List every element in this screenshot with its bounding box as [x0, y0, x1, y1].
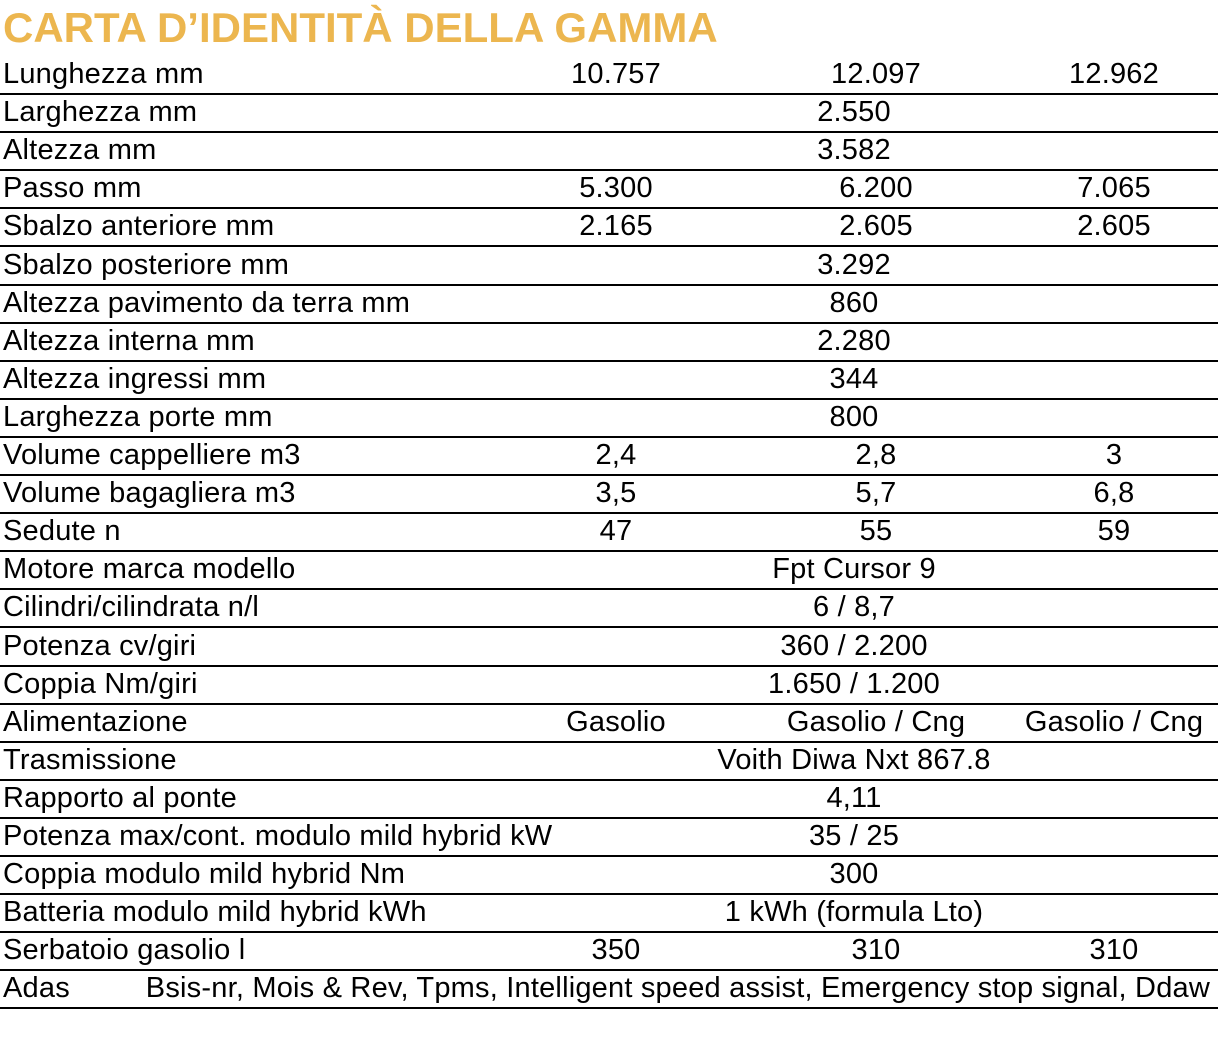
row-value-spanning: 3.292: [817, 248, 891, 281]
row-label: Serbatoio gasolio l: [3, 934, 246, 967]
row-value: Gasolio: [566, 705, 666, 738]
row-label: Rapporto al ponte: [3, 781, 237, 814]
row-value-wide: Bsis-nr, Mois & Rev, Tpms, Intelligent s…: [145, 972, 1210, 1005]
table-row: Altezza interna mm 2.280: [0, 324, 1218, 362]
row-value: 310: [1089, 934, 1139, 967]
row-value: 2.165: [579, 210, 653, 243]
table-row: Trasmissione Voith Diwa Nxt 867.8: [0, 743, 1218, 781]
table-row: Potenza cv/giri 360 / 2.200: [0, 628, 1218, 667]
table-row: Cilindri/cilindrata n/l 6 / 8,7: [0, 590, 1218, 629]
table-row: Rapporto al ponte 4,11: [0, 781, 1218, 819]
row-value: 12.097: [831, 58, 921, 91]
row-label: Sbalzo anteriore mm: [3, 210, 275, 243]
table-row: Larghezza porte mm 800: [0, 400, 1218, 438]
table-row: Volume bagagliera m3 3,5 5,7 6,8: [0, 476, 1218, 515]
row-value-spanning: 800: [829, 400, 879, 433]
table-row: Larghezza mm 2.550: [0, 95, 1218, 134]
row-label: Sbalzo posteriore mm: [3, 248, 290, 281]
row-label: Volume cappelliere m3: [3, 439, 301, 472]
row-value-spanning: 1.650 / 1.200: [768, 667, 940, 700]
row-label: Passo mm: [3, 172, 142, 205]
row-label: Altezza ingressi mm: [3, 362, 267, 395]
row-label: Altezza mm: [3, 134, 157, 167]
row-value: 6,8: [1093, 477, 1135, 510]
row-value: 59: [1097, 515, 1131, 548]
row-value-spanning: 4,11: [826, 781, 882, 814]
row-value-spanning: 300: [829, 858, 879, 891]
table-row: Alimentazione Gasolio Gasolio / Cng Gasolio…: [0, 705, 1218, 743]
row-value: Gasolio / Cng: [786, 705, 966, 738]
table-row: Coppia Nm/giri 1.650 / 1.200: [0, 667, 1218, 705]
row-value: 2,8: [855, 439, 897, 472]
row-value: 10.757: [571, 58, 661, 91]
row-value-spanning: 3.582: [817, 134, 891, 167]
row-value: 5.300: [579, 172, 653, 205]
row-value: 6.200: [839, 172, 913, 205]
row-label: Potenza cv/giri: [3, 629, 197, 662]
row-label: Sedute n: [3, 515, 121, 548]
row-value-spanning: 344: [829, 362, 879, 395]
row-label: Coppia Nm/giri: [3, 667, 198, 700]
row-label: Altezza interna mm: [3, 324, 255, 357]
table-row: Batteria modulo mild hybrid kWh 1 kWh (fo…: [0, 895, 1218, 934]
row-value-spanning: 2.550: [817, 96, 891, 129]
row-value: 2.605: [839, 210, 913, 243]
row-label: Volume bagagliera m3: [3, 477, 296, 510]
row-value-spanning: 860: [829, 286, 879, 319]
table-row: Sedute n 47 55 59: [0, 514, 1218, 553]
table-row: Potenza max/cont. modulo mild hybrid kW 3…: [0, 819, 1218, 857]
row-label: Larghezza mm: [3, 96, 198, 129]
row-value: 47: [599, 515, 633, 548]
row-value: 12.962: [1069, 58, 1159, 91]
row-label: Alimentazione: [3, 705, 188, 738]
table-row: Volume cappelliere m3 2,4 2,8 3: [0, 438, 1218, 477]
table-row: Altezza mm 3.582: [0, 133, 1218, 172]
table-row: Lunghezza mm 10.757 12.097 12.962: [0, 57, 1218, 96]
row-value: 3: [1105, 439, 1123, 472]
table-row: Motore marca modello Fpt Cursor 9: [0, 552, 1218, 591]
row-value: 2.605: [1077, 210, 1151, 243]
row-label: Cilindri/cilindrata n/l: [3, 591, 260, 624]
table-row: Sbalzo anteriore mm 2.165 2.605 2.605: [0, 209, 1218, 248]
row-value: 350: [591, 934, 641, 967]
row-value-spanning: Fpt Cursor 9: [772, 553, 936, 586]
row-value: 5,7: [855, 477, 897, 510]
row-value-spanning: Voith Diwa Nxt 867.8: [717, 743, 991, 776]
table-row: Serbatoio gasolio l 350 310 310: [0, 933, 1218, 972]
spec-table: Lunghezza mm 10.757 12.097 12.962 Larghezza …: [0, 57, 1218, 1010]
row-value: 2,4: [595, 439, 637, 472]
table-row: Coppia modulo mild hybrid Nm 300: [0, 857, 1218, 896]
row-value-spanning: 35 / 25: [808, 819, 900, 852]
row-label: Trasmissione: [3, 743, 177, 776]
page-title: CARTA D’IDENTITÀ DELLA GAMMA: [3, 4, 718, 51]
row-label: Potenza max/cont. modulo mild hybrid kW: [3, 819, 553, 852]
row-label: Adas: [3, 972, 70, 1005]
row-value: Gasolio / Cng: [1024, 705, 1204, 738]
table-row: Passo mm 5.300 6.200 7.065: [0, 171, 1218, 210]
row-value-spanning: 360 / 2.200: [780, 629, 928, 662]
row-value: 310: [851, 934, 901, 967]
row-label: Coppia modulo mild hybrid Nm: [3, 858, 406, 891]
table-row: Altezza pavimento da terra mm 860: [0, 286, 1218, 324]
row-label: Larghezza porte mm: [3, 400, 273, 433]
row-value: 55: [859, 515, 893, 548]
row-value: 7.065: [1077, 172, 1151, 205]
row-value-spanning: 1 kWh (formula Lto): [724, 896, 984, 929]
row-label: Altezza pavimento da terra mm: [3, 286, 411, 319]
row-label: Lunghezza mm: [3, 58, 204, 91]
row-value: 3,5: [595, 477, 637, 510]
row-label: Motore marca modello: [3, 553, 296, 586]
table-row: Altezza ingressi mm 344: [0, 362, 1218, 400]
table-row: Sbalzo posteriore mm 3.292: [0, 247, 1218, 286]
row-value-spanning: 6 / 8,7: [812, 591, 895, 624]
row-value-spanning: 2.280: [817, 324, 891, 357]
row-label: Batteria modulo mild hybrid kWh: [3, 896, 427, 929]
table-row: Adas Bsis-nr, Mois & Rev, Tpms, Intellige…: [0, 971, 1218, 1010]
